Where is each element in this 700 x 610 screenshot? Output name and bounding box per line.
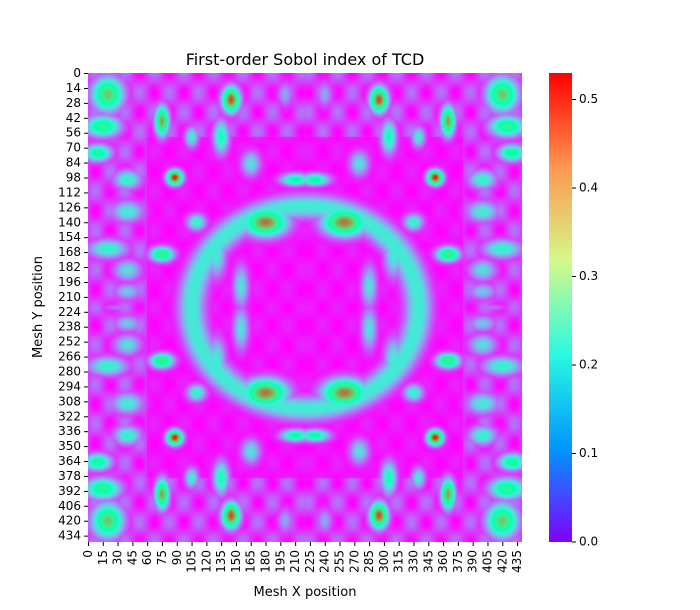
x-tick-label: 75 xyxy=(155,550,169,565)
y-tick-label: 392 xyxy=(58,484,81,498)
y-tick-label: 210 xyxy=(58,290,81,304)
x-tick-label: 330 xyxy=(406,550,420,573)
y-tick-label: 84 xyxy=(66,156,81,170)
y-tick-label: 140 xyxy=(58,215,81,229)
x-tick-label: 255 xyxy=(333,550,347,573)
x-tick-label: 60 xyxy=(140,550,154,565)
chart-title: First-order Sobol index of TCD xyxy=(186,50,425,69)
x-tick-label: 405 xyxy=(480,550,494,573)
colorbar xyxy=(549,73,572,542)
y-tick-label: 56 xyxy=(66,126,81,140)
x-axis-ticks: 0 15 30 45 60 75 90 105 120 135 150 165 180 195 210 225… xyxy=(81,542,524,573)
x-tick-label: 90 xyxy=(170,550,184,565)
y-tick-label: 126 xyxy=(58,200,81,214)
y-tick-label: 112 xyxy=(58,185,81,199)
y-tick-label: 224 xyxy=(58,305,81,319)
x-tick-label: 435 xyxy=(510,550,524,573)
y-tick-label: 350 xyxy=(58,439,81,453)
x-axis-label: Mesh X position xyxy=(254,585,357,600)
y-tick-label: 14 xyxy=(66,81,81,95)
x-tick-label: 105 xyxy=(185,550,199,573)
x-tick-label: 420 xyxy=(495,550,509,573)
y-tick-label: 308 xyxy=(58,394,81,408)
y-tick-label: 196 xyxy=(58,275,81,289)
x-tick-label: 270 xyxy=(347,550,361,573)
x-tick-label: 240 xyxy=(318,550,332,573)
y-tick-label: 336 xyxy=(58,424,81,438)
x-tick-label: 195 xyxy=(273,550,287,573)
colorbar-tick-label: 0.0 xyxy=(579,535,598,549)
colorbar-tick-label: 0.4 xyxy=(579,181,598,195)
y-tick-label: 364 xyxy=(58,454,81,468)
x-tick-label: 150 xyxy=(229,550,243,573)
heatmap-area xyxy=(88,73,522,542)
x-tick-label: 300 xyxy=(377,550,391,573)
colorbar-tick-label: 0.1 xyxy=(579,446,598,460)
colorbar-tick-label: 0.2 xyxy=(579,358,598,372)
y-tick-label: 406 xyxy=(58,499,81,513)
y-tick-label: 182 xyxy=(58,260,81,274)
x-tick-label: 315 xyxy=(392,550,406,573)
x-tick-label: 285 xyxy=(362,550,376,573)
colorbar-ticks: 0.0 0.1 0.2 0.3 0.4 0.5 xyxy=(572,92,598,549)
y-tick-label: 322 xyxy=(58,409,81,423)
y-tick-label: 280 xyxy=(58,364,81,378)
y-tick-label: 434 xyxy=(58,529,81,543)
y-tick-label: 0 xyxy=(73,66,81,80)
x-tick-label: 210 xyxy=(288,550,302,573)
x-tick-label: 360 xyxy=(436,550,450,573)
x-tick-label: 180 xyxy=(259,550,273,573)
x-tick-label: 0 xyxy=(81,550,95,558)
x-tick-label: 120 xyxy=(199,550,213,573)
y-tick-label: 378 xyxy=(58,469,81,483)
y-axis-label: Mesh Y position xyxy=(31,256,46,358)
y-tick-label: 98 xyxy=(66,170,81,184)
y-tick-label: 70 xyxy=(66,141,81,155)
colorbar-tick-label: 0.5 xyxy=(579,92,598,106)
y-tick-label: 154 xyxy=(58,230,81,244)
y-tick-label: 238 xyxy=(58,320,81,334)
y-axis-ticks: 0142842567084981121261401541681821962102… xyxy=(58,66,88,543)
x-tick-label: 135 xyxy=(214,550,228,573)
x-tick-label: 225 xyxy=(303,550,317,573)
x-tick-label: 15 xyxy=(96,550,110,565)
y-tick-label: 420 xyxy=(58,514,81,528)
y-tick-label: 28 xyxy=(66,96,81,110)
y-tick-label: 252 xyxy=(58,335,81,349)
colorbar-tick-label: 0.3 xyxy=(579,269,598,283)
x-tick-label: 30 xyxy=(111,550,125,565)
y-tick-label: 266 xyxy=(58,350,81,364)
x-tick-label: 390 xyxy=(466,550,480,573)
x-tick-label: 345 xyxy=(421,550,435,573)
x-tick-label: 165 xyxy=(244,550,258,573)
x-tick-label: 45 xyxy=(125,550,139,565)
y-tick-label: 294 xyxy=(58,379,81,393)
heatmap-canvas xyxy=(88,73,522,542)
y-tick-label: 168 xyxy=(58,245,81,259)
y-tick-label: 42 xyxy=(66,111,81,125)
x-tick-label: 375 xyxy=(451,550,465,573)
